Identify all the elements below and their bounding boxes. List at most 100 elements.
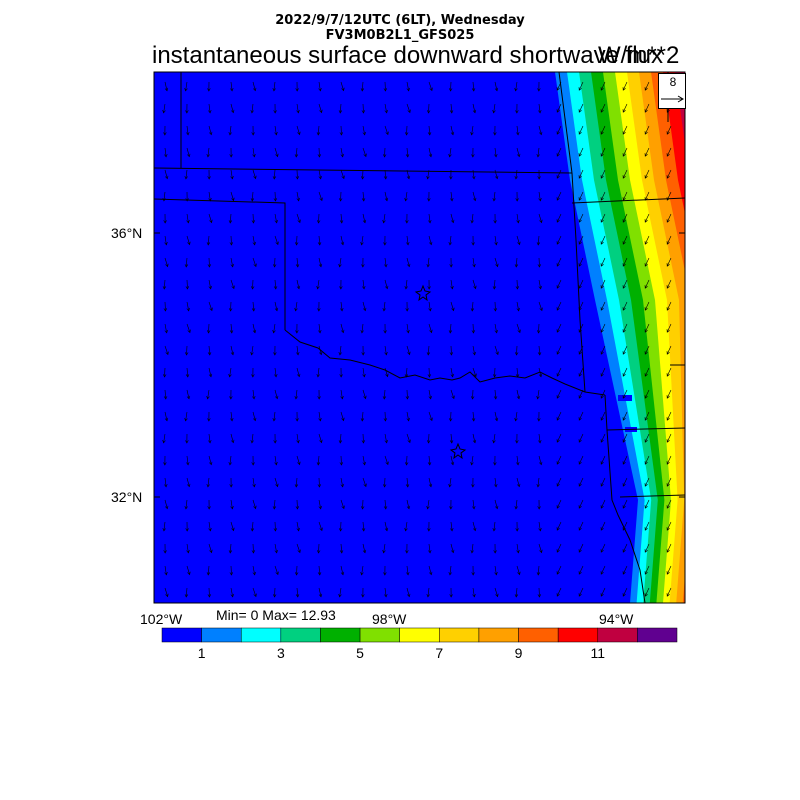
wind-arrow: [230, 411, 234, 422]
wind-arrow: [294, 477, 299, 488]
wind-arrow: [600, 213, 606, 223]
wind-arrow: [516, 213, 520, 224]
wind-arrow: [427, 455, 432, 466]
main-title: instantaneous surface downward shortwave…: [152, 42, 663, 69]
wind-arrow: [185, 521, 189, 532]
wind-arrow: [537, 587, 542, 598]
wind-arrow: [383, 169, 388, 180]
wind-arrow: [273, 279, 278, 290]
wind-arrow: [208, 543, 213, 554]
wind-arrow: [449, 103, 454, 114]
reference-arrow-icon: [661, 95, 684, 103]
wind-arrow: [383, 565, 387, 576]
wind-arrow: [406, 257, 411, 268]
wind-arrow: [228, 367, 232, 378]
wind-arrow: [472, 367, 477, 378]
min-max-label: Min= 0 Max= 12.93: [216, 607, 336, 623]
wind-arrow: [428, 213, 432, 224]
wind-arrow: [295, 587, 300, 598]
wind-arrow: [274, 543, 278, 554]
colorbar-swatch: [557, 627, 599, 643]
wind-arrow: [472, 279, 477, 290]
wind-arrow: [252, 565, 256, 576]
wind-arrow: [536, 389, 540, 400]
wind-arrow: [428, 235, 433, 246]
wind-arrow: [516, 565, 521, 576]
datetime-title: 2022/9/7/12UTC (6LT), Wednesday: [275, 13, 525, 28]
wind-arrow: [644, 257, 650, 267]
wind-arrow: [274, 389, 279, 400]
wind-arrow: [318, 411, 322, 422]
wind-arrow: [644, 323, 650, 333]
wind-arrow: [622, 169, 628, 179]
wind-arrow: [406, 565, 410, 576]
wind-arrow: [494, 323, 498, 334]
wind-arrow: [471, 81, 476, 92]
wind-arrow: [600, 455, 606, 465]
wind-arrow: [556, 191, 562, 201]
wind-arrow: [644, 103, 650, 113]
wind-arrow: [361, 191, 366, 202]
wind-arrow: [428, 477, 433, 488]
wind-arrow: [252, 323, 257, 334]
wind-arrow: [537, 81, 541, 92]
wind-arrow: [252, 499, 257, 510]
tick-marks: [154, 232, 685, 498]
wind-arrow: [448, 565, 452, 576]
wind-arrow: [622, 389, 628, 399]
wind-arrow: [493, 125, 497, 136]
shortwave-bands: [555, 72, 685, 603]
wind-arrow: [404, 521, 408, 532]
wind-arrow: [644, 433, 650, 443]
wind-arrow: [644, 345, 650, 355]
wind-arrow: [578, 191, 584, 201]
wind-arrow: [295, 499, 300, 510]
colorbar-swatch: [439, 627, 480, 643]
wind-arrow: [316, 367, 320, 378]
wind-arrow: [644, 389, 650, 399]
wind-arrow: [360, 81, 365, 92]
wind-arrow: [644, 213, 650, 223]
wind-arrow: [428, 389, 432, 400]
wind-arrow: [556, 301, 562, 311]
wind-arrow: [556, 169, 562, 179]
wind-arrow: [184, 345, 189, 356]
wind-arrow: [538, 279, 542, 290]
wind-arrow: [361, 587, 365, 598]
wind-arrow: [229, 147, 233, 158]
wind-arrow: [405, 147, 410, 158]
wind-arrow: [339, 279, 343, 290]
wind-arrow: [273, 433, 277, 444]
wind-arrow: [494, 81, 499, 92]
wind-arrow: [317, 389, 321, 400]
wind-arrow: [516, 477, 521, 488]
reference-vector-label: 8: [669, 75, 677, 89]
wind-arrow: [383, 411, 388, 422]
wind-arrow: [362, 279, 366, 290]
wind-arrow: [448, 147, 452, 158]
wind-arrow: [578, 235, 584, 245]
wind-arrow: [600, 235, 606, 245]
wind-arrow: [186, 477, 191, 488]
wind-arrow: [450, 301, 455, 312]
wind-arrow: [600, 389, 606, 399]
wind-arrow: [622, 147, 628, 157]
wind-arrow: [515, 191, 519, 202]
wind-arrow: [230, 191, 235, 202]
wind-arrow: [666, 477, 672, 487]
wind-arrow: [228, 543, 233, 554]
wind-arrow: [317, 301, 321, 312]
wind-arrow: [296, 543, 301, 554]
wind-arrow: [472, 103, 477, 114]
wind-arrow: [536, 565, 541, 576]
wind-arrow: [536, 235, 541, 246]
wind-arrow: [470, 125, 474, 136]
wind-arrow: [208, 433, 212, 444]
wind-arrow: [206, 477, 210, 488]
wind-arrow: [622, 411, 628, 421]
wind-arrow: [600, 543, 606, 553]
wind-arrow: [274, 455, 278, 466]
wind-arrow: [644, 499, 650, 509]
lon-label-94w: 94°W: [599, 611, 634, 627]
wind-arrow: [361, 103, 366, 114]
